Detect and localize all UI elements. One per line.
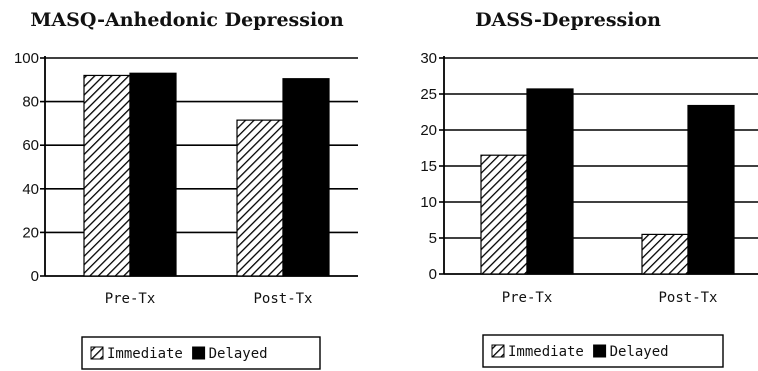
legend: Immediate Delayed [81,336,321,370]
bar-delayed-post-tx [282,78,330,277]
y-tick-label: 100 [14,50,39,67]
bar-delayed-pre-tx [526,88,574,275]
x-category-label: Post-Tx [253,291,312,307]
legend: Immediate Delayed [482,334,724,368]
y-tick-label: 15 [420,158,437,175]
y-tick-label: 20 [420,122,437,139]
bar-delayed-pre-tx [129,72,177,277]
legend-swatch-delayed [593,344,607,358]
y-tick-label: 60 [22,137,39,154]
y-tick-label: 25 [420,86,437,103]
legend-swatch-delayed [192,346,206,360]
chart-title: MASQ-Anhedonic Depression [30,9,343,31]
legend-label-delayed: Delayed [610,344,669,360]
legend-swatch-immediate [491,344,505,358]
bar-immediate-pre-tx [83,74,131,277]
bar-immediate-post-tx [641,233,689,275]
legend-swatch-immediate [90,346,104,360]
y-tick-label: 30 [420,50,437,67]
x-category-label: Post-Tx [658,290,717,306]
bar-immediate-post-tx [236,119,284,277]
y-tick-label: 0 [31,268,39,285]
x-category-label: Pre-Tx [502,290,553,306]
bar-immediate-pre-tx [480,154,528,275]
chart-masq-anhedonic-depression: MASQ-Anhedonic Depression 0 20 40 60 80 100 Pre… [14,9,358,370]
y-tick-label: 10 [420,194,437,211]
legend-label-delayed: Delayed [209,346,268,362]
legend-label-immediate: Immediate [508,344,584,360]
y-tick-label: 5 [429,230,437,247]
bar-delayed-post-tx [687,104,735,275]
chart-dass-depression: DASS-Depression 0 5 10 15 20 25 30 Pre-Tx Post-Tx… [420,9,758,368]
chart-title: DASS-Depression [475,9,661,31]
legend-label-immediate: Immediate [107,346,183,362]
y-tick-label: 40 [22,181,39,198]
y-tick-label: 20 [22,224,39,241]
y-tick-label: 0 [429,266,437,283]
x-category-label: Pre-Tx [105,291,156,307]
y-tick-label: 80 [22,94,39,111]
